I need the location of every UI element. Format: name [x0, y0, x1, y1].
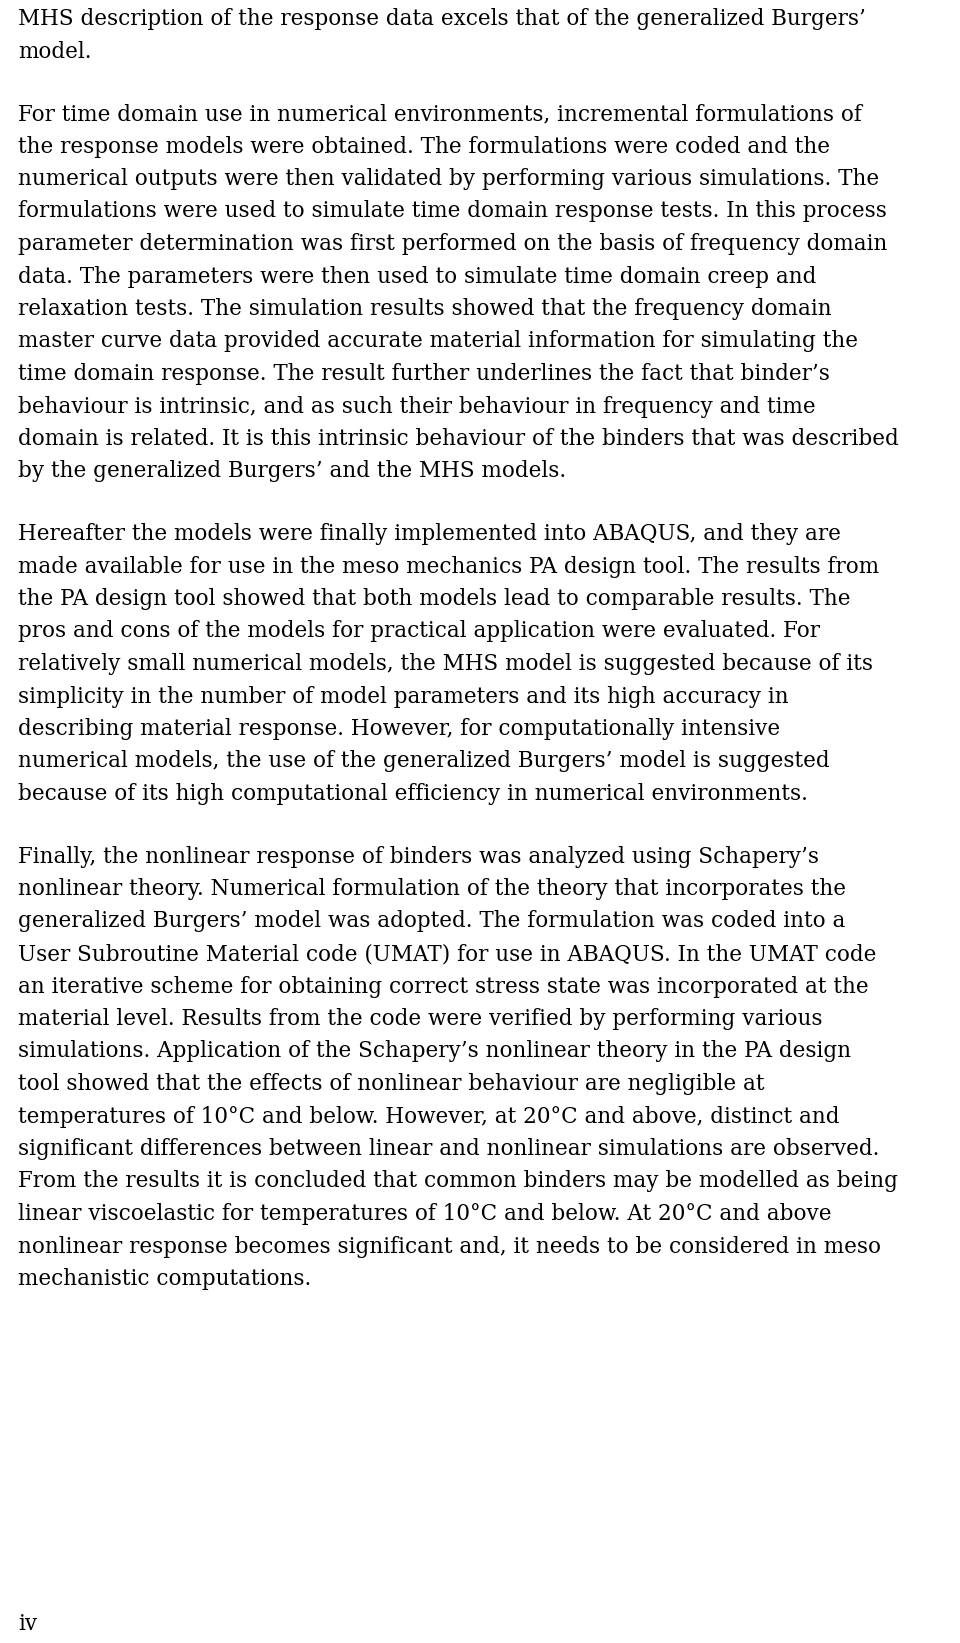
Text: the PA design tool showed that both models lead to comparable results. The: the PA design tool showed that both mode… [18, 588, 851, 610]
Text: Finally, the nonlinear response of binders was analyzed using Schapery’s: Finally, the nonlinear response of binde… [18, 846, 819, 868]
Text: the response models were obtained. The formulations were coded and the: the response models were obtained. The f… [18, 135, 830, 158]
Text: material level. Results from the code were verified by performing various: material level. Results from the code we… [18, 1009, 823, 1030]
Text: by the generalized Burgers’ and the MHS models.: by the generalized Burgers’ and the MHS … [18, 460, 566, 483]
Text: parameter determination was first performed on the basis of frequency domain: parameter determination was first perfor… [18, 233, 887, 255]
Text: tool showed that the effects of nonlinear behaviour are negligible at: tool showed that the effects of nonlinea… [18, 1073, 764, 1094]
Text: relatively small numerical models, the MHS model is suggested because of its: relatively small numerical models, the M… [18, 652, 873, 675]
Text: relaxation tests. The simulation results showed that the frequency domain: relaxation tests. The simulation results… [18, 297, 831, 320]
Text: formulations were used to simulate time domain response tests. In this process: formulations were used to simulate time … [18, 200, 887, 222]
Text: numerical outputs were then validated by performing various simulations. The: numerical outputs were then validated by… [18, 168, 879, 191]
Text: because of its high computational efficiency in numerical environments.: because of its high computational effici… [18, 784, 808, 805]
Text: behaviour is intrinsic, and as such their behaviour in frequency and time: behaviour is intrinsic, and as such thei… [18, 396, 816, 417]
Text: significant differences between linear and nonlinear simulations are observed.: significant differences between linear a… [18, 1139, 879, 1160]
Text: simulations. Application of the Schapery’s nonlinear theory in the PA design: simulations. Application of the Schapery… [18, 1040, 852, 1063]
Text: Hereafter the models were finally implemented into ABAQUS, and they are: Hereafter the models were finally implem… [18, 522, 841, 545]
Text: describing material response. However, for computationally intensive: describing material response. However, f… [18, 718, 780, 739]
Text: domain is related. It is this intrinsic behaviour of the binders that was descri: domain is related. It is this intrinsic … [18, 427, 899, 450]
Text: numerical models, the use of the generalized Burgers’ model is suggested: numerical models, the use of the general… [18, 751, 829, 772]
Text: linear viscoelastic for temperatures of 10°C and below. At 20°C and above: linear viscoelastic for temperatures of … [18, 1203, 831, 1226]
Text: For time domain use in numerical environments, incremental formulations of: For time domain use in numerical environ… [18, 104, 862, 125]
Text: MHS description of the response data excels that of the generalized Burgers’: MHS description of the response data exc… [18, 8, 866, 30]
Text: nonlinear theory. Numerical formulation of the theory that incorporates the: nonlinear theory. Numerical formulation … [18, 877, 846, 900]
Text: made available for use in the meso mechanics PA design tool. The results from: made available for use in the meso mecha… [18, 555, 879, 577]
Text: User Subroutine Material code (UMAT) for use in ABAQUS. In the UMAT code: User Subroutine Material code (UMAT) for… [18, 943, 876, 964]
Text: nonlinear response becomes significant and, it needs to be considered in meso: nonlinear response becomes significant a… [18, 1236, 881, 1257]
Text: model.: model. [18, 41, 91, 62]
Text: master curve data provided accurate material information for simulating the: master curve data provided accurate mate… [18, 330, 858, 353]
Text: iv: iv [18, 1613, 37, 1635]
Text: time domain response. The result further underlines the fact that binder’s: time domain response. The result further… [18, 363, 829, 384]
Text: temperatures of 10°C and below. However, at 20°C and above, distinct and: temperatures of 10°C and below. However,… [18, 1106, 839, 1127]
Text: pros and cons of the models for practical application were evaluated. For: pros and cons of the models for practica… [18, 621, 820, 642]
Text: generalized Burgers’ model was adopted. The formulation was coded into a: generalized Burgers’ model was adopted. … [18, 910, 846, 933]
Text: From the results it is concluded that common binders may be modelled as being: From the results it is concluded that co… [18, 1170, 898, 1193]
Text: simplicity in the number of model parameters and its high accuracy in: simplicity in the number of model parame… [18, 685, 788, 708]
Text: data. The parameters were then used to simulate time domain creep and: data. The parameters were then used to s… [18, 266, 816, 288]
Text: an iterative scheme for obtaining correct stress state was incorporated at the: an iterative scheme for obtaining correc… [18, 976, 869, 997]
Text: mechanistic computations.: mechanistic computations. [18, 1268, 311, 1290]
